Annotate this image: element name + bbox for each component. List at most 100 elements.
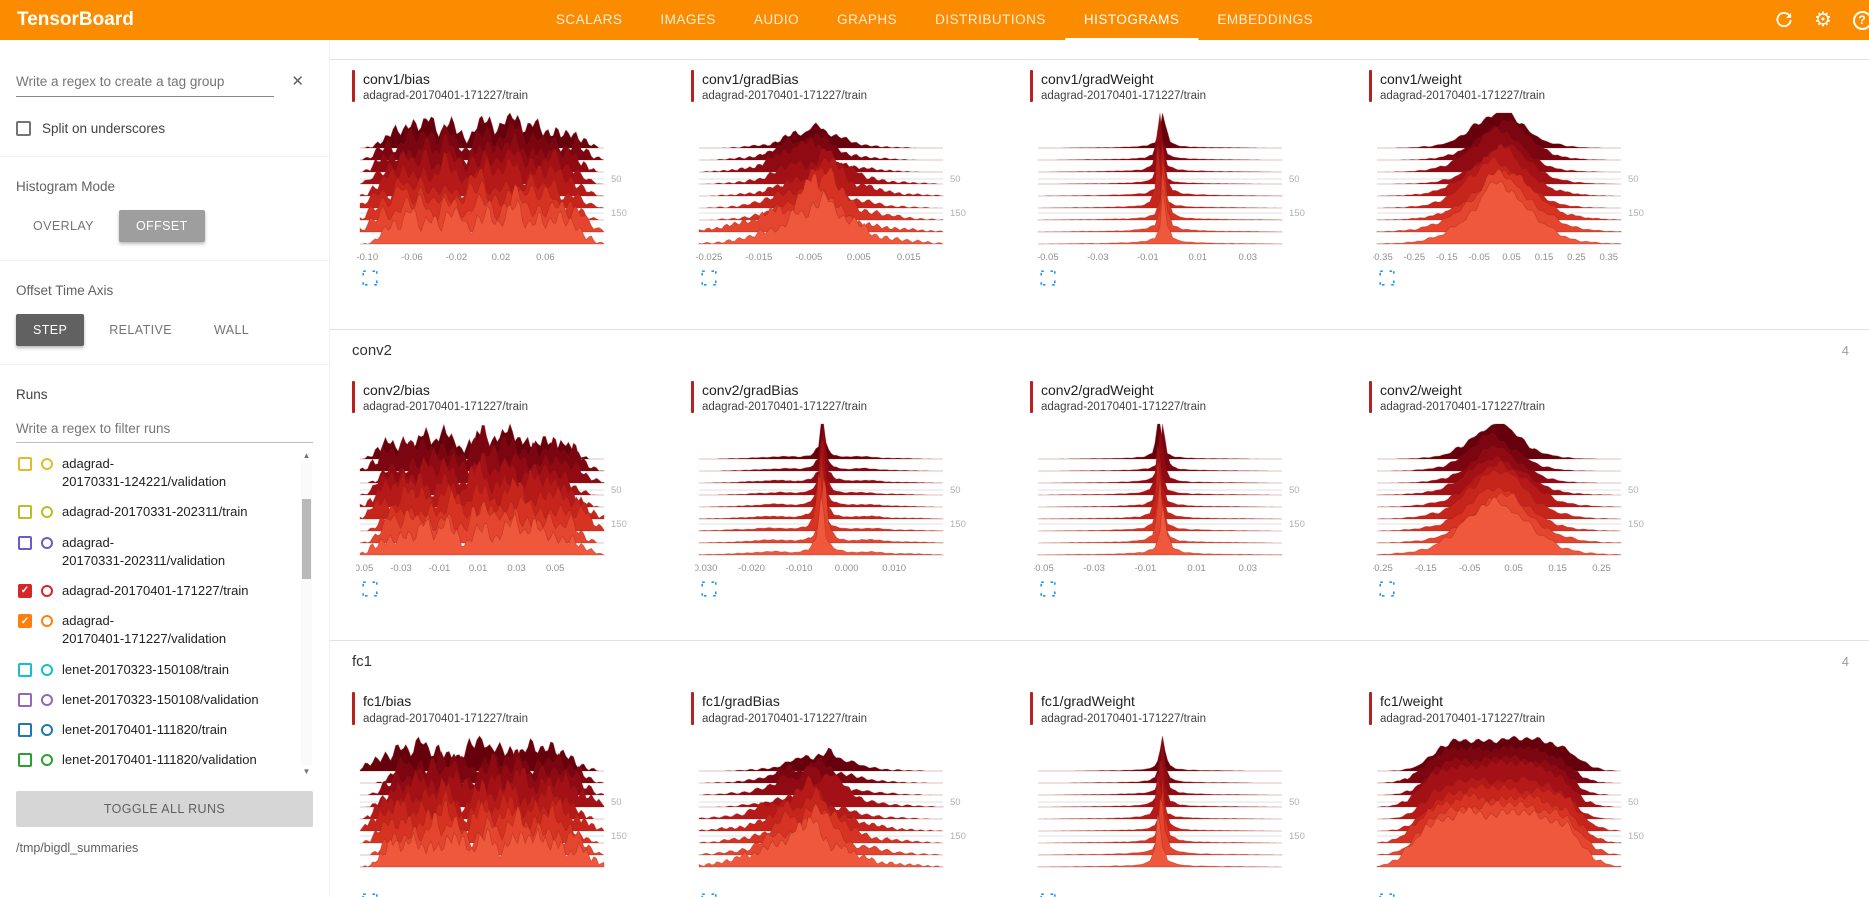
card-title-block: conv1/weight adagrad-20170401-171227/trai… <box>1380 70 1545 102</box>
help-icon[interactable]: ? <box>1851 9 1869 31</box>
tag-regex-input[interactable] <box>16 70 274 97</box>
run-item[interactable]: lenet-20170401-112317/train <box>16 775 297 779</box>
run-checkbox[interactable] <box>18 505 32 520</box>
run-item[interactable]: lenet-20170323-150108/train <box>16 655 297 685</box>
expand-icon[interactable] <box>1040 270 1056 286</box>
histogram-chart[interactable]: 50 150 -0.05 -0.03 -0.01 0.01 0.03 <box>1034 419 1314 577</box>
time-axis-step-button[interactable]: STEP <box>16 314 85 346</box>
svg-text:-0.35: -0.35 <box>1373 252 1393 263</box>
svg-text:50: 50 <box>1289 174 1300 185</box>
expand-icon[interactable] <box>1040 581 1056 597</box>
expand-icon[interactable] <box>1379 270 1395 286</box>
run-color-circle[interactable] <box>41 615 53 628</box>
svg-text:150: 150 <box>1628 208 1644 219</box>
histogram-chart[interactable]: 50 150 <box>356 731 636 889</box>
run-color-bar <box>691 70 694 103</box>
card-run-name: adagrad-20170401-171227/train <box>702 401 867 414</box>
run-item[interactable]: ✓ adagrad- 20170401-171227/validation <box>16 606 297 654</box>
run-color-circle[interactable] <box>41 693 53 706</box>
tab-scalars[interactable]: SCALARS <box>555 11 623 27</box>
run-item[interactable]: adagrad-20170331-202311/train <box>16 497 297 527</box>
run-checkbox[interactable]: ✓ <box>18 614 32 629</box>
histogram-chart[interactable]: 50 150 <box>695 731 975 889</box>
card-title: fc1/gradWeight <box>1041 693 1135 710</box>
tab-embeddings[interactable]: EMBEDDINGS <box>1217 11 1314 27</box>
histogram-chart[interactable]: 50 150 -0.025 -0.015 -0.005 0.005 0.015 <box>695 108 975 266</box>
scrollbar-track[interactable] <box>301 463 312 765</box>
histogram-chart[interactable]: 50 150 -0.030 -0.020 -0.010 0.000 0.010 <box>695 419 975 577</box>
run-color-bar <box>1369 70 1372 103</box>
card-row: conv1/bias adagrad-20170401-171227/train 5… <box>330 60 1869 329</box>
category-name: fc1 <box>352 653 373 671</box>
scrollbar-thumb[interactable] <box>302 499 311 580</box>
clear-icon[interactable]: ✕ <box>291 73 304 90</box>
run-color-circle[interactable] <box>41 536 53 549</box>
category-header[interactable]: conv2 4 <box>330 329 1869 372</box>
expand-icon[interactable] <box>1379 892 1395 897</box>
run-item[interactable]: ✓ adagrad-20170401-171227/train <box>16 576 297 606</box>
tab-images[interactable]: IMAGES <box>660 11 716 27</box>
svg-text:50: 50 <box>611 797 622 808</box>
run-color-circle[interactable] <box>41 584 53 597</box>
histogram-chart[interactable]: 50 150 <box>1373 731 1653 889</box>
toggle-all-runs-button[interactable]: TOGGLE ALL RUNS <box>16 791 313 827</box>
refresh-icon[interactable] <box>1773 9 1795 31</box>
run-item[interactable]: adagrad- 20170331-124221/validation <box>16 449 297 497</box>
run-checkbox[interactable] <box>18 457 32 471</box>
settings-gear-icon[interactable]: ⚙ <box>1814 9 1832 31</box>
histogram-chart[interactable]: 50 150 -0.10 -0.06 -0.02 0.02 0.06 <box>356 108 636 266</box>
histogram-chart[interactable]: 50 150 -0.35 -0.25 -0.15 -0.05 0.05 0.15 0.25 0.3… <box>1373 108 1653 266</box>
time-axis-relative-button[interactable]: RELATIVE <box>92 314 189 346</box>
svg-text:0.000: 0.000 <box>835 563 859 574</box>
split-underscores-checkbox[interactable]: Split on underscores <box>16 121 313 136</box>
run-color-circle[interactable] <box>41 723 53 736</box>
run-color-circle[interactable] <box>41 663 53 676</box>
run-checkbox[interactable] <box>18 535 32 550</box>
expand-icon[interactable] <box>701 581 717 597</box>
run-name: adagrad-20170401-171227/train <box>62 582 249 598</box>
run-checkbox[interactable] <box>18 662 32 677</box>
run-checkbox[interactable]: ✓ <box>18 583 32 598</box>
expand-icon[interactable] <box>362 581 378 597</box>
run-regex-input[interactable] <box>16 418 313 443</box>
tab-graphs[interactable]: GRAPHS <box>837 11 898 27</box>
run-checkbox[interactable] <box>18 753 32 768</box>
expand-icon[interactable] <box>1040 892 1056 897</box>
time-axis-wall-button[interactable]: WALL <box>197 314 266 346</box>
category-section: conv1/bias adagrad-20170401-171227/train 5… <box>330 40 1869 329</box>
run-color-circle[interactable] <box>41 754 53 767</box>
card-row: fc1/bias adagrad-20170401-171227/train 50 1… <box>330 682 1869 897</box>
run-color-circle[interactable] <box>41 458 53 470</box>
category-header[interactable]: fc1 4 <box>330 640 1869 683</box>
histogram-chart[interactable]: 50 150 -0.25 -0.15 -0.05 0.05 0.15 0.25 <box>1373 419 1653 577</box>
histogram-card: fc1/gradBias adagrad-20170401-171227/trai… <box>691 692 1017 897</box>
nav-tabs: SCALARS IMAGES AUDIO GRAPHS DISTRIBUTIONS HIS… <box>537 0 1332 40</box>
run-item[interactable]: lenet-20170401-111820/train <box>16 715 297 745</box>
expand-icon[interactable] <box>1379 581 1395 597</box>
run-checkbox[interactable] <box>18 692 32 707</box>
svg-text:-0.010: -0.010 <box>786 563 813 574</box>
histogram-chart[interactable]: 50 150 <box>1034 731 1314 889</box>
histogram-chart[interactable]: 50 150 -0.05 -0.03 -0.01 0.01 0.03 <box>1034 108 1314 266</box>
run-item[interactable]: lenet-20170401-111820/validation <box>16 745 297 775</box>
run-item[interactable]: lenet-20170323-150108/validation <box>16 685 297 715</box>
run-color-circle[interactable] <box>41 506 53 519</box>
run-checkbox[interactable] <box>18 722 32 737</box>
scroll-down-icon[interactable]: ▼ <box>302 767 311 776</box>
run-color-bar <box>691 381 694 414</box>
histogram-chart[interactable]: 50 150 -0.05 -0.03 -0.01 0.01 0.03 0.05 <box>356 419 636 577</box>
run-item[interactable]: adagrad- 20170331-202311/validation <box>16 528 297 576</box>
scroll-up-icon[interactable]: ▲ <box>302 451 311 460</box>
histogram-mode-overlay-button[interactable]: OVERLAY <box>16 210 111 242</box>
histogram-mode-offset-button[interactable]: OFFSET <box>118 210 205 242</box>
tab-audio[interactable]: AUDIO <box>753 11 800 27</box>
expand-icon[interactable] <box>701 270 717 286</box>
expand-icon[interactable] <box>362 892 378 897</box>
expand-icon[interactable] <box>701 892 717 897</box>
run-name: lenet-20170323-150108/validation <box>62 691 259 707</box>
tab-histograms[interactable]: HISTOGRAMS <box>1064 0 1199 40</box>
card-title-block: fc1/gradWeight adagrad-20170401-171227/tr… <box>1041 692 1206 724</box>
svg-text:0.15: 0.15 <box>1548 563 1567 574</box>
expand-icon[interactable] <box>362 270 378 286</box>
tab-distributions[interactable]: DISTRIBUTIONS <box>935 11 1046 27</box>
